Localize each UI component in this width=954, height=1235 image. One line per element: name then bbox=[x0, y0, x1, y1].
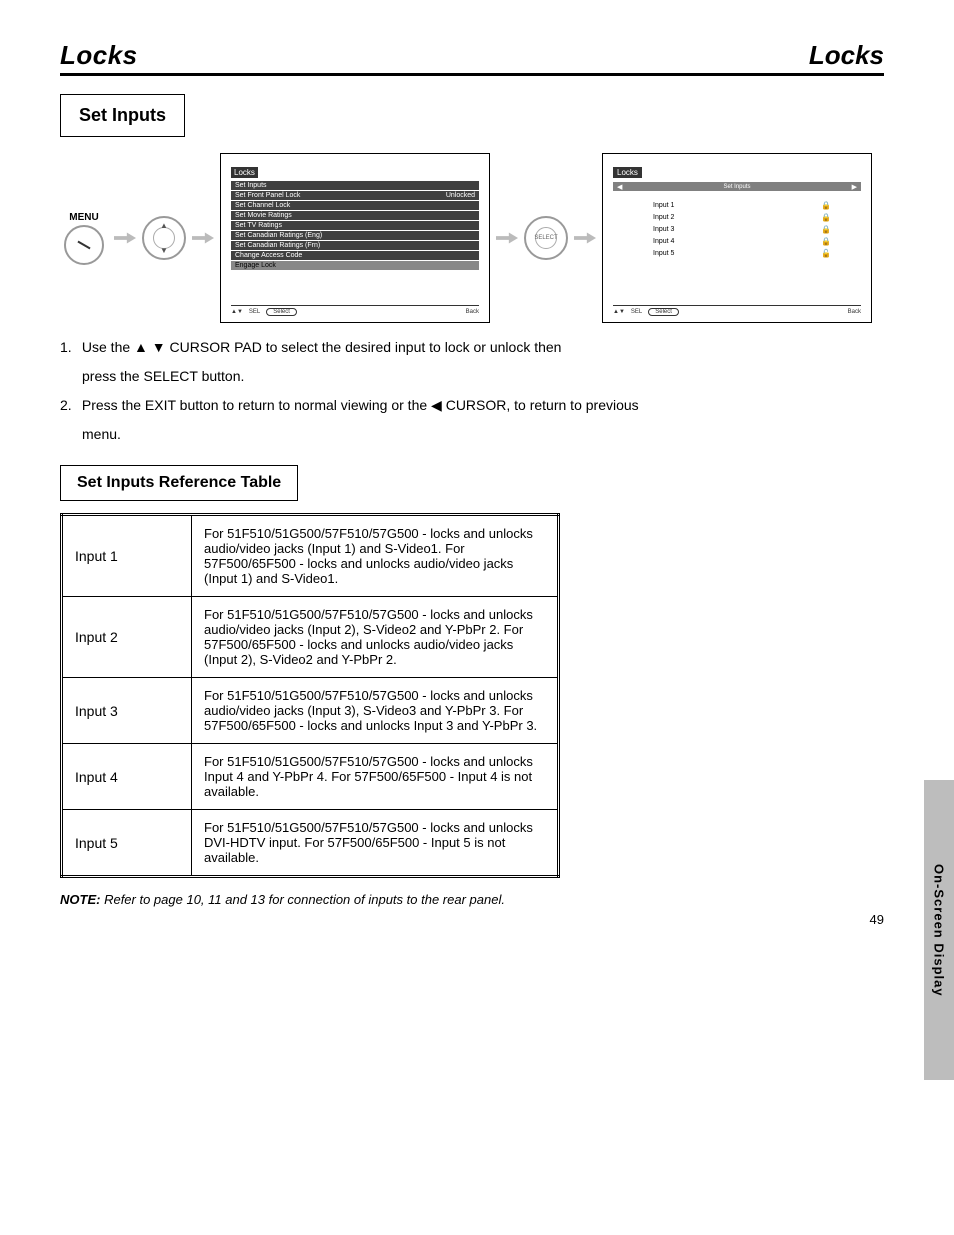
input-row: Input 1🔒 bbox=[653, 201, 831, 210]
header-title: Locks bbox=[60, 40, 138, 71]
page-header: Locks Locks bbox=[60, 40, 884, 76]
cursor-left-icon: ◀ bbox=[431, 397, 442, 413]
table-row: Input 2For 51F510/51G500/57F510/57G500 -… bbox=[62, 597, 559, 678]
table-cell-label: Input 3 bbox=[62, 678, 192, 744]
section-title-box: Set Inputs bbox=[60, 94, 185, 137]
subsection-title-box: Set Inputs Reference Table bbox=[60, 465, 298, 501]
menu-row-selected: Engage Lock bbox=[231, 261, 479, 270]
page-number: 49 bbox=[870, 912, 884, 927]
menu-row: Set Movie Ratings bbox=[231, 211, 479, 220]
menu-label: MENU bbox=[69, 212, 98, 223]
input-row: Input 2🔒 bbox=[653, 213, 831, 222]
arrow-right-icon bbox=[496, 227, 518, 249]
arrow-right-icon bbox=[192, 227, 214, 249]
lock-icon: 🔒 bbox=[821, 201, 831, 210]
menu-row: Set Front Panel LockUnlocked bbox=[231, 191, 479, 200]
side-tab: On-Screen Display bbox=[924, 780, 954, 1080]
reference-table: Input 1For 51F510/51G500/57F510/57G500 -… bbox=[60, 513, 560, 878]
lock-icon: 🔒 bbox=[821, 225, 831, 234]
note-label: NOTE: bbox=[60, 892, 100, 907]
screen-footer: ▲▼SEL Select Back bbox=[613, 305, 861, 316]
instruction-line: 1. Use the ▲ ▼ CURSOR PAD to select the … bbox=[60, 337, 884, 358]
table-cell-label: Input 2 bbox=[62, 597, 192, 678]
table-row: Input 4For 51F510/51G500/57F510/57G500 -… bbox=[62, 744, 559, 810]
table-cell-desc: For 51F510/51G500/57F510/57G500 - locks … bbox=[192, 678, 559, 744]
osd-screen-locks: Locks Set Inputs Set Front Panel LockUnl… bbox=[220, 153, 490, 323]
menu-row: Set Inputs bbox=[231, 181, 479, 190]
unlock-icon: 🔓 bbox=[821, 249, 831, 258]
table-cell-desc: For 51F510/51G500/57F510/57G500 - locks … bbox=[192, 744, 559, 810]
table-cell-desc: For 51F510/51G500/57F510/57G500 - locks … bbox=[192, 515, 559, 597]
note-text: Refer to page 10, 11 and 13 for connecti… bbox=[104, 892, 505, 907]
arrow-right-icon bbox=[574, 227, 596, 249]
table-cell-desc: For 51F510/51G500/57F510/57G500 - locks … bbox=[192, 810, 559, 877]
arrow-right-icon bbox=[114, 227, 136, 249]
menu-row: Change Access Code bbox=[231, 251, 479, 260]
page-footer: 49 bbox=[60, 912, 884, 927]
cursor-pad-icon[interactable]: ▲▼ bbox=[142, 216, 186, 260]
input-row: Input 3🔒 bbox=[653, 225, 831, 234]
screen1-title: Locks bbox=[231, 167, 258, 178]
cursor-up-icon: ▲ bbox=[134, 337, 148, 358]
table-row: Input 1For 51F510/51G500/57F510/57G500 -… bbox=[62, 515, 559, 597]
menu-row: Set Channel Lock bbox=[231, 201, 479, 210]
input-row: Input 4🔒 bbox=[653, 237, 831, 246]
select-button-icon[interactable]: SELECT bbox=[524, 216, 568, 260]
header-right: Locks bbox=[809, 40, 884, 71]
lock-icon: 🔒 bbox=[821, 213, 831, 222]
table-cell-desc: For 51F510/51G500/57F510/57G500 - locks … bbox=[192, 597, 559, 678]
table-cell-label: Input 4 bbox=[62, 744, 192, 810]
note: NOTE: Refer to page 10, 11 and 13 for co… bbox=[60, 892, 884, 907]
input-row: Input 5🔓 bbox=[653, 249, 831, 258]
table-cell-label: Input 1 bbox=[62, 515, 192, 597]
menu-dial-icon bbox=[64, 225, 104, 265]
menu-row: Set TV Ratings bbox=[231, 221, 479, 230]
screen2-title: Locks bbox=[613, 167, 642, 178]
screen2-bar: ◀Set Inputs▶ bbox=[613, 182, 861, 191]
table-row: Input 5For 51F510/51G500/57F510/57G500 -… bbox=[62, 810, 559, 877]
lock-icon: 🔒 bbox=[821, 237, 831, 246]
instruction-line: 2. Press the EXIT button to return to no… bbox=[60, 395, 884, 416]
screen-footer: ▲▼SEL Select Back bbox=[231, 305, 479, 316]
navigation-row: MENU ▲▼ Locks Set Inputs Set Front Panel… bbox=[60, 153, 884, 323]
osd-screen-set-inputs: Locks ◀Set Inputs▶ Input 1🔒 Input 2🔒 Inp… bbox=[602, 153, 872, 323]
table-cell-label: Input 5 bbox=[62, 810, 192, 877]
menu-button[interactable]: MENU bbox=[60, 207, 108, 269]
instruction-line: menu. bbox=[60, 424, 884, 445]
menu-row: Set Canadian Ratings (Eng) bbox=[231, 231, 479, 240]
table-row: Input 3For 51F510/51G500/57F510/57G500 -… bbox=[62, 678, 559, 744]
menu-row: Set Canadian Ratings (Frn) bbox=[231, 241, 479, 250]
cursor-down-icon: ▼ bbox=[152, 339, 166, 355]
instruction-line: press the SELECT button. bbox=[60, 366, 884, 387]
